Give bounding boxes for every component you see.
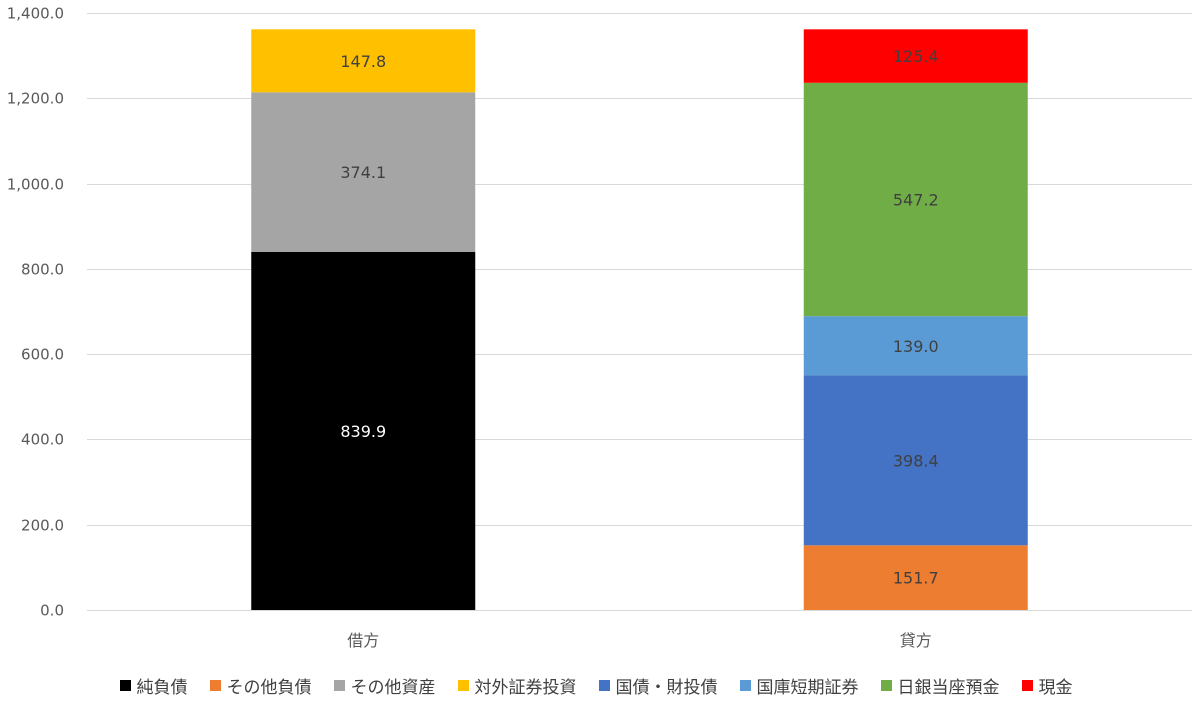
legend-item: 国債・財投債 (598, 673, 718, 698)
y-tick-label: 0.0 (40, 602, 64, 620)
bar-segment (803, 316, 1028, 376)
legend-label: 日銀当座預金 (897, 677, 1000, 698)
legend-swatch (880, 679, 892, 691)
data-label: 839.9 (340, 422, 386, 441)
legend-swatch (333, 679, 345, 691)
data-label: 374.1 (340, 163, 386, 182)
y-tick-label: 1,000.0 (7, 176, 64, 194)
legend-item: 純負債 (119, 673, 188, 698)
data-label: 147.8 (340, 52, 386, 71)
y-axis: 0.0 200.0 400.0 600.0 800.0 1,000.0 1,200.0 1,4… (7, 5, 64, 620)
legend-label: 現金 (1038, 677, 1073, 698)
data-labels: 839.9 374.1 147.8 151.7 398.4 139.0 547.2 125.4 (340, 47, 938, 588)
legend-label: その他資産 (350, 677, 436, 698)
y-tick-label: 1,200.0 (7, 90, 64, 108)
legend-swatch (739, 679, 751, 691)
bar-segment (803, 545, 1028, 610)
bars (251, 29, 1028, 610)
legend-swatch (598, 679, 610, 691)
legend-label: 対外証券投資 (474, 677, 577, 698)
legend-item: 国庫短期証券 (739, 673, 859, 698)
y-tick-label: 200.0 (21, 517, 64, 535)
x-category-label: 借方 (347, 631, 379, 650)
bar-segment (803, 375, 1028, 546)
legend-swatch (119, 679, 131, 691)
y-tick-label: 1,400.0 (7, 5, 64, 23)
legend-label: その他負債 (226, 677, 312, 698)
legend-swatch (209, 679, 221, 691)
legend-label: 純負債 (136, 677, 188, 698)
chart-svg: 0.0 200.0 400.0 600.0 800.0 1,000.0 1,200.0 1,4… (7, 5, 1192, 650)
legend-item: 日銀当座預金 (880, 673, 1000, 698)
x-axis: 借方 貸方 (347, 631, 932, 650)
legend-item: その他負債 (209, 673, 312, 698)
bar-segment (251, 29, 476, 93)
legend-item: その他資産 (333, 673, 436, 698)
legend-item: 対外証券投資 (457, 673, 577, 698)
legend-item: 現金 (1021, 673, 1073, 698)
legend-label: 国庫短期証券 (756, 677, 859, 698)
legend: 純負債 その他負債 その他資産 対外証券投資 国債・財投債 国庫短期証券 日銀当座預金 現金 (0, 672, 1192, 698)
data-label: 547.2 (893, 190, 939, 209)
bar-segment (251, 251, 476, 610)
data-label: 151.7 (893, 569, 939, 588)
legend-label: 国債・財投債 (615, 677, 718, 698)
bar-segment (803, 82, 1028, 317)
y-tick-label: 400.0 (21, 431, 64, 449)
bar-segment (251, 92, 476, 252)
data-label: 139.0 (893, 337, 939, 356)
x-category-label: 貸方 (900, 631, 932, 650)
data-label: 125.4 (893, 47, 939, 66)
data-label: 398.4 (893, 451, 939, 470)
legend-swatch (1021, 679, 1033, 691)
y-tick-label: 800.0 (21, 261, 64, 279)
legend-swatch (457, 679, 469, 691)
y-tick-label: 600.0 (21, 346, 64, 364)
bar-segment (803, 29, 1028, 83)
